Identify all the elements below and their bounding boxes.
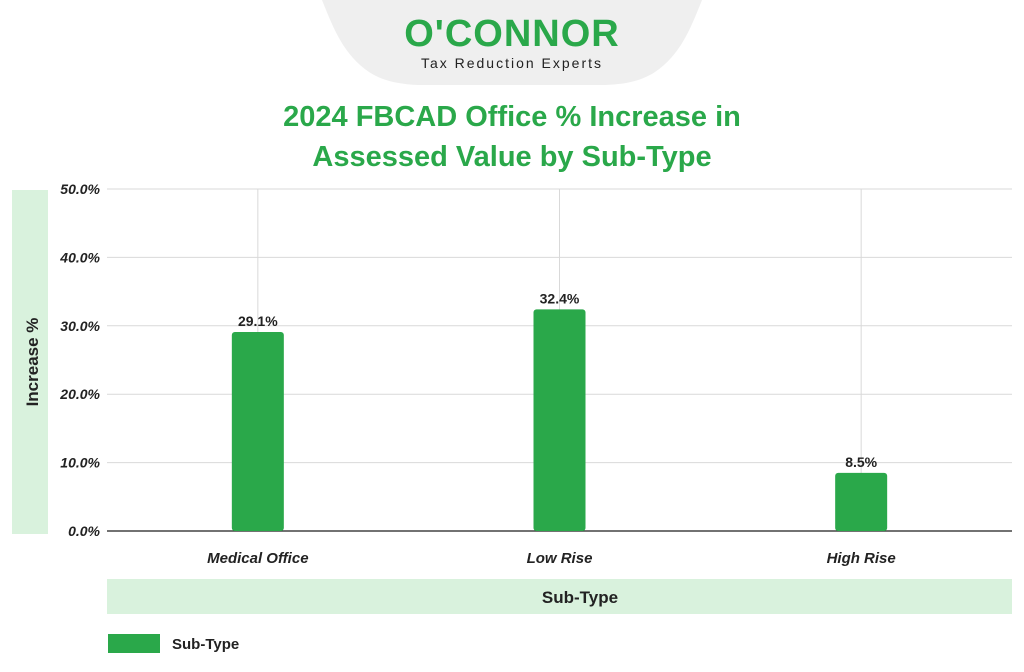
y-axis-title: Increase % xyxy=(23,318,42,407)
logo-tagline: Tax Reduction Experts xyxy=(421,55,603,71)
logo-banner xyxy=(322,0,702,85)
x-tick-label: Medical Office xyxy=(207,550,308,567)
data-label: 29.1% xyxy=(238,313,278,329)
legend-swatch xyxy=(108,634,160,653)
data-labels: 29.1% 32.4% 8.5% xyxy=(238,290,878,469)
legend-label: Sub-Type xyxy=(172,636,239,653)
bar xyxy=(533,309,586,531)
y-tick-label: 10.0% xyxy=(60,455,100,471)
x-tick-label: Low Rise xyxy=(527,550,593,567)
bar xyxy=(231,331,284,531)
chart-title-line2: Assessed Value by Sub-Type xyxy=(312,141,711,173)
logo-text: O'CONNOR xyxy=(404,13,619,55)
x-tick-label: High Rise xyxy=(827,550,896,567)
x-tick-labels: Medical Office Low Rise High Rise xyxy=(207,550,896,567)
chart-title-line1: 2024 FBCAD Office % Increase in xyxy=(283,101,741,133)
y-ticks: 0.0% 10.0% 20.0% 30.0% 40.0% 50.0% xyxy=(59,181,100,539)
x-axis-band xyxy=(107,579,1012,614)
bar xyxy=(835,472,888,531)
y-tick-label: 20.0% xyxy=(59,386,100,402)
bars xyxy=(231,309,888,531)
y-tick-label: 50.0% xyxy=(60,181,100,197)
y-tick-label: 0.0% xyxy=(68,523,100,539)
y-tick-label: 30.0% xyxy=(60,318,100,334)
data-label: 32.4% xyxy=(540,290,580,306)
y-axis-band xyxy=(12,190,48,534)
x-axis-title: Sub-Type xyxy=(542,588,618,607)
data-label: 8.5% xyxy=(845,454,877,470)
y-tick-label: 40.0% xyxy=(59,249,100,265)
